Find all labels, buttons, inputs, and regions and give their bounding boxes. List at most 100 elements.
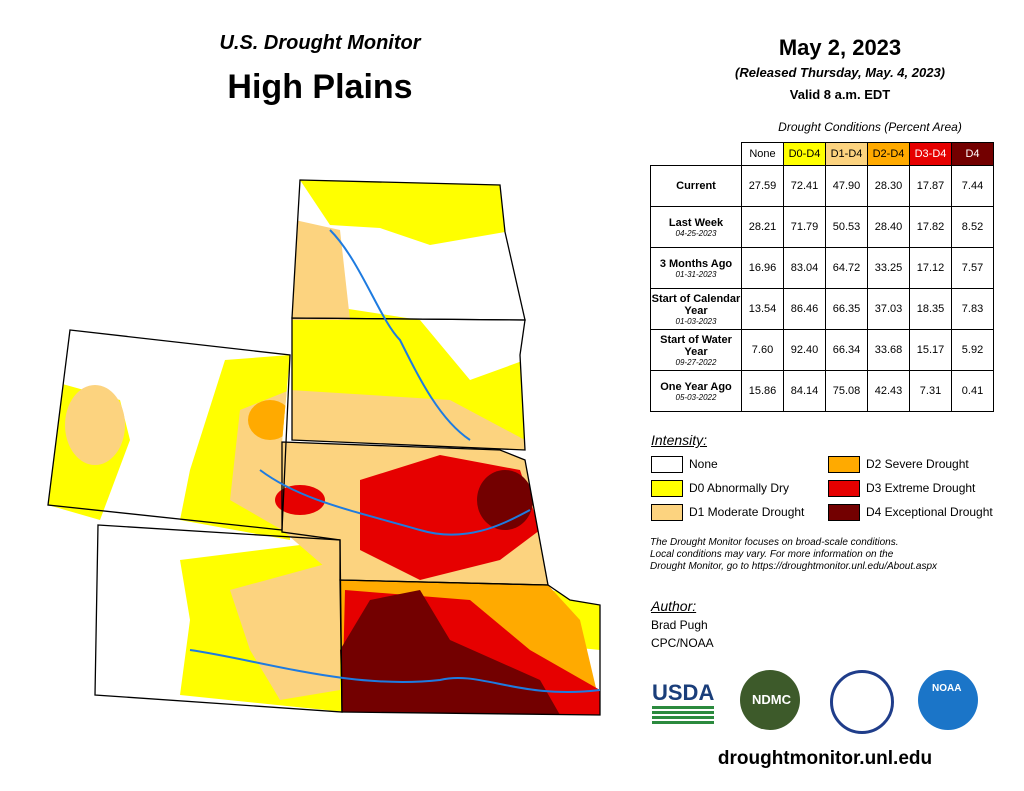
table-row: Start of Calendar Year 01-03-2023 13.54 86.… xyxy=(650,288,994,330)
legend-swatch xyxy=(828,480,860,497)
legend-swatch xyxy=(651,480,683,497)
note-line: The Drought Monitor focuses on broad-sca… xyxy=(650,537,899,548)
row-date: 04-25-2023 xyxy=(675,228,717,238)
row-name: Current xyxy=(676,180,716,192)
table-row: Current 27.59 72.41 47.90 28.30 17.87 7.44 xyxy=(650,165,994,207)
cell: 75.08 xyxy=(825,370,868,412)
cell: 7.57 xyxy=(951,247,994,289)
table-row: Last Week 04-25-2023 28.21 71.79 50.53 28.40 1… xyxy=(650,206,994,248)
cell: 15.17 xyxy=(909,329,952,371)
author-name: CPC/NOAA xyxy=(651,636,714,650)
row-name: Last Week xyxy=(668,216,724,229)
cell: 50.53 xyxy=(825,206,868,248)
row-name: Start of Calendar Year xyxy=(651,292,741,317)
note: The Drought Monitor focuses on broad-sca… xyxy=(650,537,937,573)
conditions-table: None D0-D4 D1-D4 D2-D4 D3-D4 D4 Current 27.59 72… xyxy=(650,142,994,412)
row-label: 3 Months Ago 01-31-2023 xyxy=(650,247,742,289)
cell: 66.34 xyxy=(825,329,868,371)
row-name: Start of Water Year xyxy=(660,333,732,358)
cell: 7.31 xyxy=(909,370,952,412)
state-borders xyxy=(47,179,601,716)
logo-usda-stripes xyxy=(652,706,714,724)
row-date: 05-03-2022 xyxy=(675,392,717,402)
logo-ndmc: NDMC xyxy=(752,692,791,707)
valid: Valid 8 a.m. EDT xyxy=(789,87,891,102)
row-label: Current xyxy=(650,165,742,207)
subtitle: U.S. Drought Monitor xyxy=(219,32,421,54)
table-row: 3 Months Ago 01-31-2023 16.96 83.04 64.72 33.… xyxy=(650,247,994,289)
cell: 27.59 xyxy=(741,165,784,207)
column-header: D3-D4 xyxy=(909,142,952,166)
cell: 0.41 xyxy=(951,370,994,412)
cell: 37.03 xyxy=(867,288,910,330)
cell: 17.12 xyxy=(909,247,952,289)
legend-label: D1 Moderate Drought xyxy=(689,505,805,519)
column-header: D1-D4 xyxy=(825,142,868,166)
cell: 16.96 xyxy=(741,247,784,289)
logo-noaa: NOAA xyxy=(932,683,962,694)
column-header: D0-D4 xyxy=(783,142,826,166)
logo-ndmc-circle xyxy=(740,670,800,730)
title: High Plains xyxy=(227,68,413,106)
legend-label: D2 Severe Drought xyxy=(866,457,969,471)
logo-usda: USDA xyxy=(652,680,715,705)
legend-label: D4 Exceptional Drought xyxy=(866,505,993,519)
table-row: Start of Water Year 09-27-2022 7.60 92.40 66… xyxy=(650,329,994,371)
row-name: 3 Months Ago xyxy=(659,257,733,270)
legend-label: None xyxy=(689,457,718,471)
header-row: None D0-D4 D1-D4 D2-D4 D3-D4 D4 xyxy=(650,142,994,166)
column-header: D4 xyxy=(951,142,994,166)
legend-title: Intensity: xyxy=(651,432,708,448)
table-caption: Drought Conditions (Percent Area) xyxy=(778,120,962,134)
cell: 28.21 xyxy=(741,206,784,248)
cell: 72.41 xyxy=(783,165,826,207)
map xyxy=(47,179,601,716)
note-line: Drought Monitor, go to https://droughtmo… xyxy=(650,561,938,572)
cell: 17.82 xyxy=(909,206,952,248)
legend-swatch xyxy=(828,456,860,473)
date: May 2, 2023 xyxy=(778,35,902,60)
note-line: Local conditions may vary. For more info… xyxy=(650,549,894,560)
row-label: Start of Water Year 09-27-2022 xyxy=(650,329,742,371)
row-name: One Year Ago xyxy=(660,380,732,393)
cell: 83.04 xyxy=(783,247,826,289)
cell: 13.54 xyxy=(741,288,784,330)
cell: 64.72 xyxy=(825,247,868,289)
column-header: None xyxy=(741,142,784,166)
drought-areas xyxy=(48,180,600,715)
cell: 7.60 xyxy=(741,329,784,371)
cell: 84.14 xyxy=(783,370,826,412)
legend-swatch xyxy=(651,456,683,473)
cell: 47.90 xyxy=(825,165,868,207)
cell: 28.40 xyxy=(867,206,910,248)
cell: 5.92 xyxy=(951,329,994,371)
legend-label: D3 Extreme Drought xyxy=(866,481,976,495)
row-label: Last Week 04-25-2023 xyxy=(650,206,742,248)
cell: 15.86 xyxy=(741,370,784,412)
cell: 92.40 xyxy=(783,329,826,371)
row-date: 09-27-2022 xyxy=(675,357,717,367)
table-row: One Year Ago 05-03-2022 15.86 84.14 75.08 42.… xyxy=(650,370,994,412)
column-header: D2-D4 xyxy=(867,142,910,166)
legend-swatch xyxy=(651,504,683,521)
cell: 7.44 xyxy=(951,165,994,207)
cell: 28.30 xyxy=(867,165,910,207)
cell: 17.87 xyxy=(909,165,952,207)
row-label: Start of Calendar Year 01-03-2023 xyxy=(650,288,742,330)
url: droughtmonitor.unl.edu xyxy=(717,748,933,769)
author-name: Brad Pugh xyxy=(651,618,708,632)
legend-label: D0 Abnormally Dry xyxy=(689,481,790,495)
cell: 7.83 xyxy=(951,288,994,330)
cell: 42.43 xyxy=(867,370,910,412)
released: (Released Thursday, May. 4, 2023) xyxy=(734,65,946,80)
corner xyxy=(650,142,742,166)
logo-noaa-circle xyxy=(918,670,978,730)
row-date: 01-31-2023 xyxy=(675,269,717,279)
cell: 33.68 xyxy=(867,329,910,371)
cell: 8.52 xyxy=(951,206,994,248)
rivers xyxy=(189,229,601,694)
cell: 71.79 xyxy=(783,206,826,248)
row-label: One Year Ago 05-03-2022 xyxy=(650,370,742,412)
cell: 86.46 xyxy=(783,288,826,330)
